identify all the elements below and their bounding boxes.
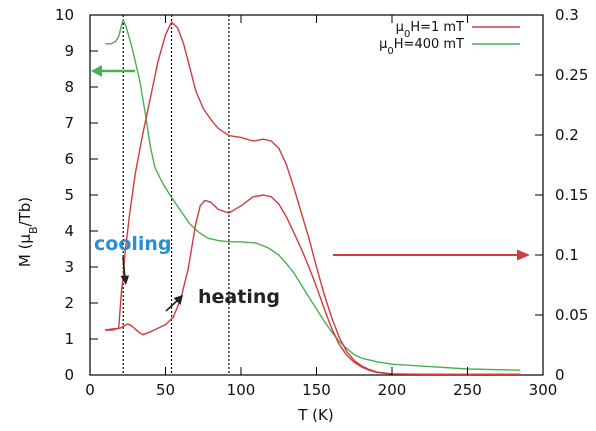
heating-arrowhead bbox=[173, 295, 183, 305]
series-line-2 bbox=[105, 19, 521, 371]
x-tick-label: 150 bbox=[302, 381, 331, 399]
y-left-tick-label: 3 bbox=[64, 258, 74, 276]
cooling-arrowhead bbox=[120, 275, 129, 285]
y-left-tick-label: 2 bbox=[64, 294, 74, 312]
y-left-tick-label: 9 bbox=[64, 42, 74, 60]
heating-arrow bbox=[165, 299, 179, 312]
series-line-1 bbox=[104, 194, 521, 375]
y-axis-label: M (μB/Tb) bbox=[16, 197, 40, 267]
y-right-tick-label: 0 bbox=[555, 366, 565, 384]
plot-frame bbox=[89, 14, 544, 376]
series-layer bbox=[104, 19, 521, 375]
right-axis-arrowhead bbox=[517, 249, 530, 261]
x-tick-label: 0 bbox=[85, 381, 95, 399]
x-axis-label: T (K) bbox=[297, 406, 333, 424]
axes-layer: 0 50 100 150 200 250 30001234567891000.050.10.… bbox=[55, 6, 589, 399]
heating-annotation: heating bbox=[198, 286, 280, 308]
x-tick-label: 200 bbox=[378, 381, 407, 399]
y-right-tick-label: 0.15 bbox=[555, 186, 588, 204]
x-tick-label: 300 bbox=[529, 381, 558, 399]
y-left-tick-label: 10 bbox=[55, 6, 74, 24]
y-left-tick-label: 1 bbox=[64, 330, 74, 348]
y-left-tick-label: 6 bbox=[64, 150, 74, 168]
y-left-tick-label: 8 bbox=[64, 78, 74, 96]
y-left-tick-label: 7 bbox=[64, 114, 74, 132]
y-right-tick-label: 0.05 bbox=[555, 306, 588, 324]
cooling-annotation: cooling bbox=[94, 233, 172, 255]
y-right-tick-label: 0.3 bbox=[555, 6, 579, 24]
reference-lines bbox=[122, 15, 230, 375]
y-left-tick-label: 4 bbox=[64, 222, 74, 240]
legend: μ0H=1 mT μ0H=400 mT bbox=[379, 20, 520, 57]
y-left-tick-label: 5 bbox=[64, 186, 74, 204]
y-right-tick-label: 0.1 bbox=[555, 246, 579, 264]
x-tick-label: 50 bbox=[156, 381, 175, 399]
left-axis-arrowhead bbox=[91, 65, 102, 77]
y-right-tick-label: 0.2 bbox=[555, 126, 579, 144]
legend-label-1mT: μ0H=1 mT bbox=[396, 20, 464, 40]
x-tick-label: 100 bbox=[227, 381, 256, 399]
legend-label-400mT: μ0H=400 mT bbox=[379, 37, 464, 57]
y-right-tick-label: 0.25 bbox=[555, 66, 588, 84]
annotation-arrows bbox=[91, 65, 530, 312]
cooling-arrow bbox=[122, 256, 126, 280]
y-left-tick-label: 0 bbox=[64, 366, 74, 384]
x-tick-label: 250 bbox=[453, 381, 482, 399]
series-line-0 bbox=[105, 21, 521, 375]
